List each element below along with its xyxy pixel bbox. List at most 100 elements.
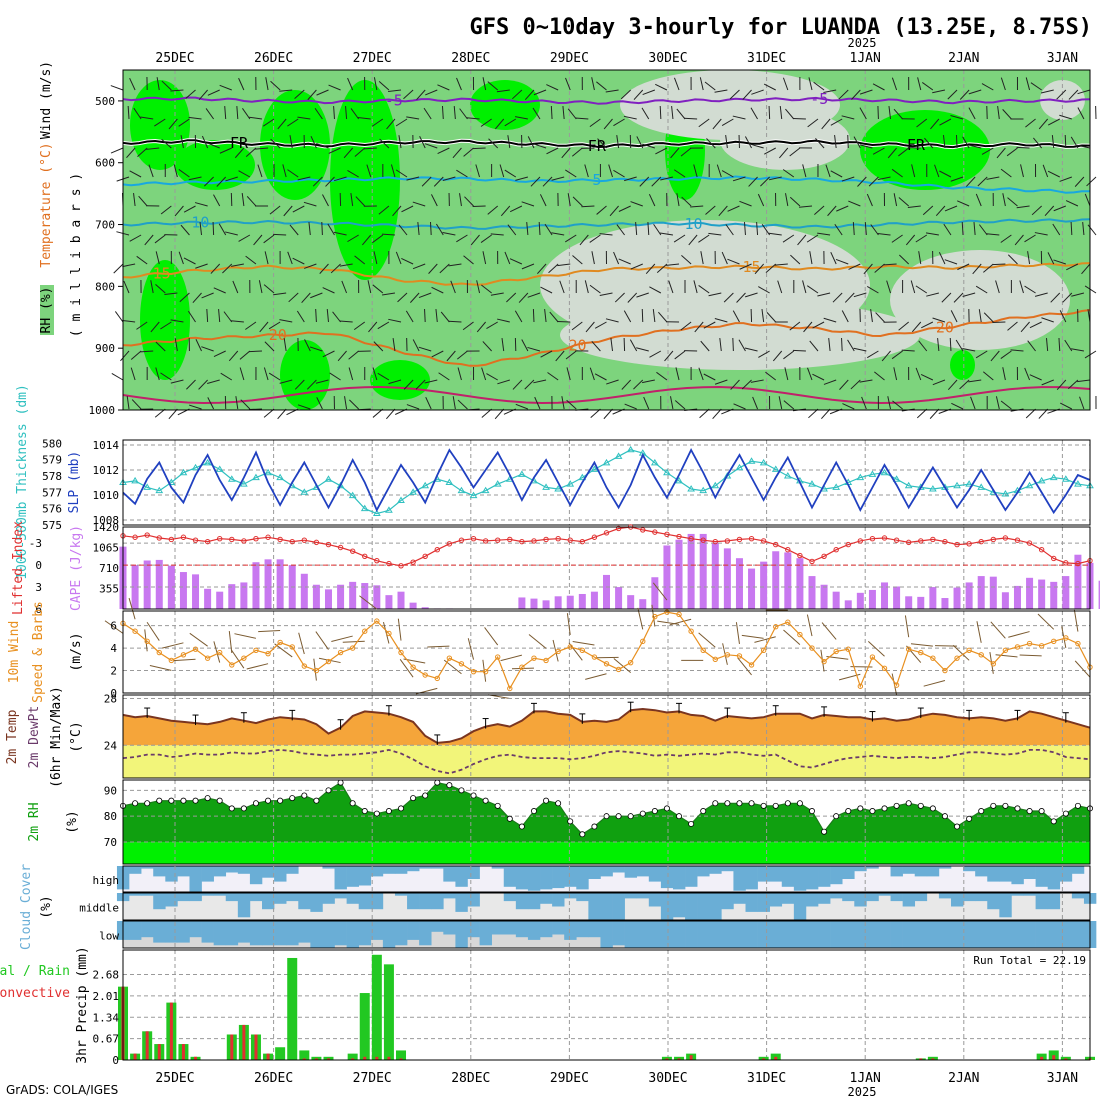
cloud-cover-bar [322,866,335,869]
wind-barb [155,251,160,265]
wind-barb [201,292,214,299]
wind-barb [490,233,504,236]
wind-barb [1059,310,1067,323]
wind-barb [561,147,571,159]
cloud-cover-bar [938,921,952,948]
cloud-row-frame [122,865,1091,893]
cloud-cover-bar [926,921,940,948]
wind-barb [373,341,384,352]
lifted-index-marker [1051,555,1057,562]
cloud-row-frame [122,920,1091,949]
cloud-cover-bar [987,921,1000,948]
precip-total-bar [371,954,382,1060]
y-tick-label: 500 [95,95,115,108]
date-label-top: 3JAN [1047,51,1078,66]
wind-barb [772,350,783,362]
cloud-cover-bar [540,866,553,890]
wind-barb [457,367,462,381]
cloud-cover-bar [1059,921,1073,948]
wind-barb [504,251,511,265]
thickness-marker [457,486,466,494]
cloud-cover-bar [963,893,976,902]
rh-marker [893,802,900,809]
cloud-cover-bar [1035,893,1048,910]
wind-barb [681,196,692,207]
rh-tick-label: 90 [104,784,117,797]
wind-barb [289,135,293,149]
wind-barb [255,147,269,150]
cloud-cover-bar [189,866,202,892]
cape-bar [929,587,937,609]
wind-barb [486,321,498,329]
cape-bar [675,539,683,609]
rh-marker [736,800,743,807]
wind-barb [178,118,190,127]
cloud-cover-bar [419,866,432,869]
wind-barb [283,338,287,352]
wind-barb [472,205,486,208]
wind-barb [273,292,287,296]
ylabel-wind: Wind (m/s) [39,61,54,139]
wind-barb [129,234,142,242]
wind-barb [245,147,257,157]
rh-marker [422,792,429,799]
wind-barb [110,85,124,91]
wind-speed-marker [180,652,187,658]
cape-bar [603,574,610,609]
wind-barb [907,205,921,209]
contour-label: FR [588,137,607,155]
date-label-top: 28DEC [451,51,490,66]
wind-barb [309,346,323,352]
wind-barb [220,372,233,381]
cloud-cover-bar [890,893,903,902]
wind-barb [579,234,589,246]
precip-total-bar [275,1047,286,1060]
rh-marker [833,813,840,820]
wind-barb [688,234,698,246]
thickness-marker [578,473,587,481]
wind-barb [975,285,988,294]
wind-barb [673,169,686,178]
wind-barb [703,373,716,381]
panel-frame [122,526,1091,610]
thickness-marker [300,488,309,495]
lifted-index-marker [446,541,453,547]
wind-barb [929,408,940,419]
wind-barb [129,170,142,178]
wind-barb [756,221,759,236]
wind-barb [238,170,251,178]
wind-barb [898,147,909,157]
wind-barb [591,251,595,265]
wind-barb [186,379,196,390]
thickness-marker [663,468,671,476]
wind-barb [1084,193,1091,207]
date-label-top: 30DEC [648,51,687,66]
date-label-top: 31DEC [747,51,786,66]
chart-title: GFS 0~10day 3-hourly for LUANDA (13.25E,… [469,15,1092,40]
cloud-cover-bar [975,866,988,877]
wind-barb [655,147,668,155]
wind-barb [397,292,408,303]
wind-barb [332,311,341,323]
lifted-index-marker [156,535,162,541]
wind-barb [922,205,934,216]
wind-barb [651,176,662,187]
rh-marker [603,813,610,820]
lifted-index-marker [978,538,984,545]
rh-marker [676,813,683,820]
wind-barb [457,399,468,410]
cloud-cover-bar [467,921,480,938]
cloud-cover-bar [237,921,251,943]
wind-speed-marker [700,647,706,654]
wind-barb [269,205,281,215]
wind-barb [322,194,329,207]
wind-speed-marker [374,618,380,624]
wind-speed-marker [990,661,996,667]
cloud-cover-bar [225,893,239,902]
cloud-cover-bar [334,866,347,890]
wind-barb [790,254,801,265]
thickness-marker [445,478,454,485]
cloud-cover-bar [576,921,589,938]
wind-barb [1041,379,1054,386]
cloud-cover-bar [213,921,227,946]
